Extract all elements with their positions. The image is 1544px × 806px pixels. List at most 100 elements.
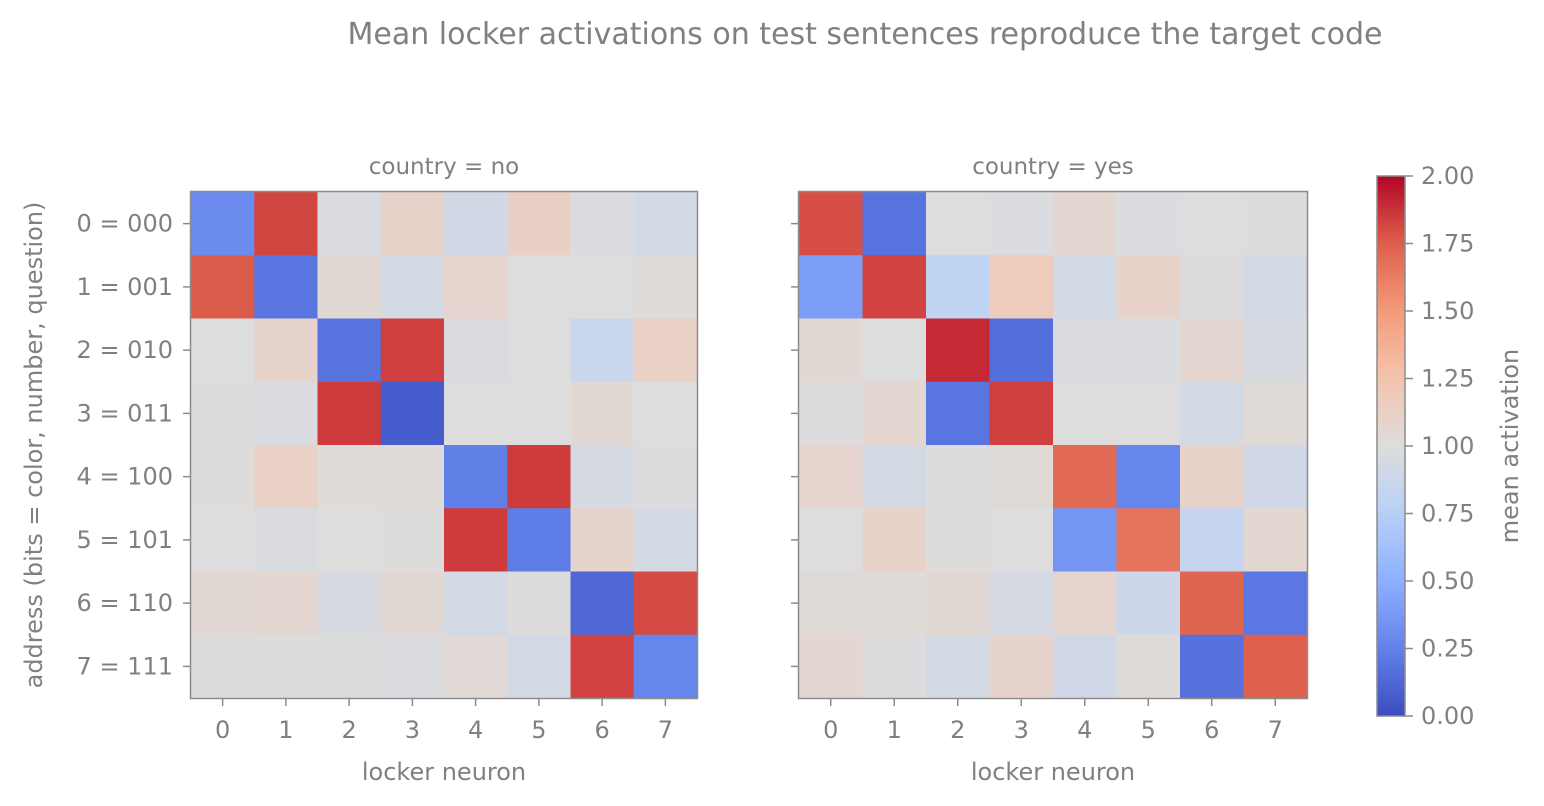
- heatmap-cell-r1-c0: [191, 255, 255, 320]
- panel-frame: [797, 190, 1309, 700]
- heatmap-cell-r4-c3: [380, 445, 445, 509]
- heatmap-cell-r5-c7: [633, 508, 698, 573]
- x-tick-label: 1: [278, 716, 293, 744]
- heatmap-cell-r1-c5: [507, 255, 572, 320]
- heatmap-cell-r0-c1: [862, 192, 927, 256]
- heatmap-cell-r0-c7: [1243, 192, 1308, 256]
- heatmap-cell-r7-c5: [507, 634, 572, 699]
- heatmap-cell-r1-c3: [380, 255, 445, 320]
- heatmap-cell-r0-c3: [380, 192, 445, 256]
- heatmap-cell-r4-c7: [633, 445, 698, 509]
- heatmap-cell-r6-c3: [380, 571, 445, 636]
- heatmap-cell-r5-c7: [1243, 508, 1308, 573]
- heatmap-cell-r7-c7: [1243, 634, 1308, 699]
- heatmap-cell-r5-c4: [444, 508, 508, 573]
- y-tick-marks: [791, 222, 799, 668]
- heatmap-cell-r1-c2: [317, 255, 382, 320]
- heatmap-cell-r3-c6: [1180, 381, 1245, 446]
- colorbar-tick-label: 0.00: [1421, 702, 1474, 730]
- heatmap-cell-r7-c7: [633, 634, 698, 699]
- heatmap-cell-r7-c0: [799, 634, 864, 699]
- heatmap-cell-r6-c5: [507, 571, 572, 636]
- heatmap-cell-r7-c1: [254, 634, 319, 699]
- x-tick-labels: 0 1 2 3 4 5 6 7: [215, 698, 673, 744]
- heatmap-cell-r0-c4: [1053, 192, 1118, 256]
- heatmap-cell-r2-c1: [862, 318, 927, 383]
- heatmap-cell-r1-c6: [570, 255, 635, 320]
- heatmap-cell-r5-c2: [926, 508, 991, 573]
- heatmap-cell-r5-c6: [570, 508, 635, 573]
- heatmap-cell-r2-c7: [633, 318, 698, 383]
- heatmap-cell-r1-c2: [926, 255, 991, 320]
- heatmap-cell-r7-c3: [989, 634, 1054, 699]
- panel-title: country = no: [369, 154, 520, 180]
- x-tick-label: 1: [887, 716, 902, 744]
- heatmap-cell-r0-c4: [444, 192, 508, 256]
- heatmap-cell-r6-c6: [570, 571, 635, 636]
- heatmap-cell-r4-c3: [989, 445, 1054, 509]
- heatmap-cell-r4-c4: [1053, 445, 1118, 509]
- heatmap-cell-r3-c0: [799, 381, 864, 446]
- heatmap-cell-r3-c4: [444, 381, 508, 446]
- heatmap-cell-r6-c3: [989, 571, 1054, 636]
- x-tick-label: 6: [594, 716, 609, 744]
- heatmap-cell-r7-c2: [926, 634, 991, 699]
- heatmap-cell-r0-c2: [317, 192, 382, 256]
- heatmap-cell-r1-c1: [862, 255, 927, 320]
- colorbar-tick-label: 0.25: [1421, 635, 1474, 663]
- heatmap-cell-r1-c5: [1116, 255, 1181, 320]
- x-tick-label: 7: [658, 716, 673, 744]
- y-tick-label: 0 = 000: [77, 210, 173, 238]
- heatmap-cell-r2-c4: [1053, 318, 1118, 383]
- x-tick-label: 4: [1077, 716, 1092, 744]
- heatmap-cell-r5-c0: [191, 508, 255, 573]
- heatmap-cell-r1-c6: [1180, 255, 1245, 320]
- heatmap-cell-r3-c2: [926, 381, 991, 446]
- x-tick-label: 2: [341, 716, 356, 744]
- heatmap-cell-r2-c6: [1180, 318, 1245, 383]
- heatmap-cell-r4-c0: [799, 445, 864, 509]
- heatmap-cell-r7-c4: [444, 634, 508, 699]
- colorbar-tick-label: 1.25: [1421, 365, 1474, 393]
- heatmap-cell-r6-c1: [862, 571, 927, 636]
- y-tick-label: 7 = 111: [77, 652, 173, 680]
- heatmap-cell-r6-c7: [633, 571, 698, 636]
- x-tick-label: 2: [950, 716, 965, 744]
- panel-cells: [191, 192, 698, 699]
- heatmap-cell-r0-c5: [1116, 192, 1181, 256]
- x-axis-label: locker neuron: [971, 758, 1135, 786]
- panel-cells: [799, 192, 1308, 699]
- y-tick-labels: 0 = 000 1 = 001 2 = 010 3 = 011 4 = 100 5 = 1…: [77, 210, 191, 680]
- heatmap-cell-r3-c5: [1116, 381, 1181, 446]
- heatmap-cell-r7-c4: [1053, 634, 1118, 699]
- heatmap-cell-r2-c5: [507, 318, 572, 383]
- heatmap-cell-r5-c5: [507, 508, 572, 573]
- y-tick-label: 4 = 100: [77, 463, 173, 491]
- heatmap-cell-r1-c4: [1053, 255, 1118, 320]
- x-tick-label: 6: [1204, 716, 1219, 744]
- x-tick-label: 7: [1268, 716, 1283, 744]
- heatmap-cell-r4-c6: [570, 445, 635, 509]
- heatmap-cell-r2-c4: [444, 318, 508, 383]
- heatmap-cell-r4-c1: [862, 445, 927, 509]
- heatmap-cell-r3-c1: [862, 381, 927, 446]
- heatmap-cell-r2-c7: [1243, 318, 1308, 383]
- heatmap-cell-r0-c5: [507, 192, 572, 256]
- x-tick-label: 3: [1014, 716, 1029, 744]
- heatmap-cell-r2-c5: [1116, 318, 1181, 383]
- heatmap-cell-r7-c1: [862, 634, 927, 699]
- heatmap-cell-r5-c1: [862, 508, 927, 573]
- heatmap-cell-r6-c6: [1180, 571, 1245, 636]
- colorbar-ticks: 0.00 0.25 0.50 0.75 1.00 1.25 1.50 1.75 2.00: [1405, 162, 1474, 730]
- heatmap-cell-r4-c5: [1116, 445, 1181, 509]
- heatmap-cell-r2-c2: [926, 318, 991, 383]
- panel-country-yes: country = yes 0 1 2 3 4 5 6 7 locker neuron: [791, 154, 1309, 786]
- panel-country-no: country = no 0 = 000 1 = 001 2 = 010 3 = 01…: [77, 154, 699, 786]
- heatmap-cell-r6-c5: [1116, 571, 1181, 636]
- heatmap-cell-r0-c1: [254, 192, 319, 256]
- heatmap-cell-r5-c6: [1180, 508, 1245, 573]
- heatmap-cell-r1-c7: [1243, 255, 1308, 320]
- heatmap-cell-r0-c6: [1180, 192, 1245, 256]
- heatmap-cell-r3-c3: [380, 381, 445, 446]
